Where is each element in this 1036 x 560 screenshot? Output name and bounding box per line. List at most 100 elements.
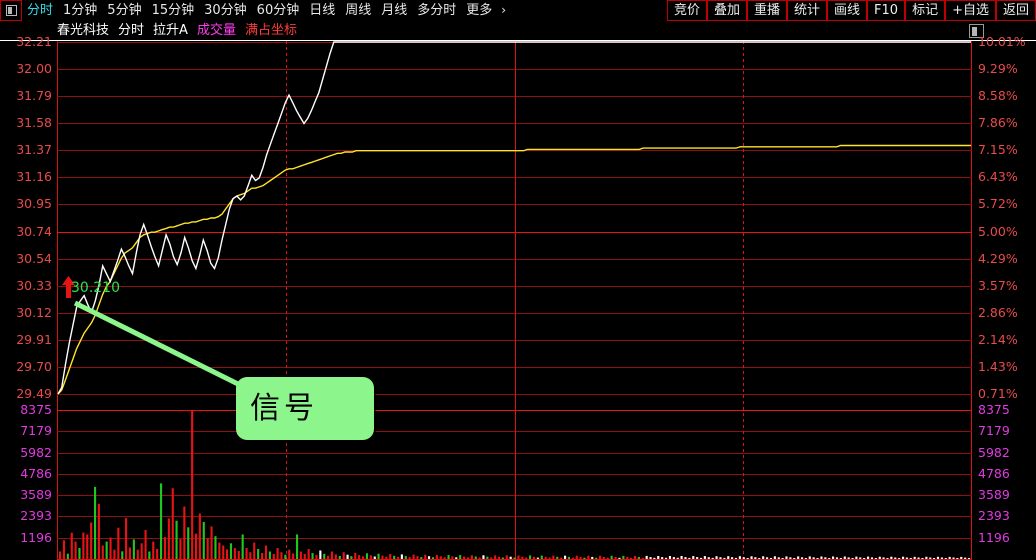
volume-bar [233, 548, 236, 559]
volume-bar [486, 556, 489, 559]
toolbar-button-8[interactable]: 返回 [995, 0, 1036, 21]
volume-bar [886, 558, 889, 559]
volume-bar [847, 557, 850, 559]
price-tick-label: 30.95 [16, 196, 52, 212]
volume-bar [498, 556, 501, 559]
volume-bar [466, 557, 470, 559]
volume-bar [913, 556, 916, 559]
volume-bar [261, 553, 264, 559]
percent-tick-label: 3.57% [978, 277, 1018, 293]
volume-bar [839, 558, 842, 559]
volume-bar [140, 543, 143, 559]
volume-bar [307, 549, 310, 559]
volume-bar [97, 503, 100, 559]
volume-bar [463, 556, 466, 559]
volume-bar [292, 553, 295, 559]
volume-bar [812, 557, 815, 559]
gridline-time [286, 41, 287, 560]
volume-bar [303, 554, 306, 559]
volume-bar [579, 556, 582, 559]
period-tab-7[interactable]: 周线 [345, 3, 372, 18]
volume-bar [665, 557, 668, 559]
volume-bar [171, 488, 174, 559]
volume-bar [944, 558, 947, 559]
period-tab-6[interactable]: 日线 [309, 3, 336, 18]
volume-bar [276, 548, 279, 559]
volume-tick-label-right: 5982 [978, 444, 1010, 460]
volume-bar [144, 530, 147, 559]
volume-bar [167, 518, 170, 559]
period-tab-9[interactable]: 多分时 [417, 3, 457, 18]
toolbar-button-7[interactable]: +自选 [945, 0, 996, 21]
volume-bar [672, 557, 675, 559]
volume-bar [241, 534, 244, 559]
period-tab-0[interactable]: 分时 [27, 3, 54, 18]
volume-bar [148, 551, 151, 559]
volume-bar [101, 545, 104, 559]
volume-bar [346, 554, 349, 559]
volume-bar [529, 555, 532, 559]
volume-bar [125, 518, 128, 559]
percent-tick-label: 4.29% [978, 250, 1018, 266]
toolbar-button-5[interactable]: F10 [867, 0, 906, 21]
current-price-marker: 30.210 [62, 276, 120, 298]
period-tab-5[interactable]: 60分钟 [256, 3, 300, 18]
window-square-icon[interactable] [0, 0, 22, 21]
volume-bar [408, 557, 411, 559]
chart-plot-area[interactable]: 30.210 信号 [57, 41, 972, 560]
volume-bar [280, 552, 283, 559]
volume-bar [121, 551, 124, 559]
chart-mode-label: 分时 [118, 23, 145, 38]
volume-bar [564, 555, 567, 559]
signal-callout-box[interactable]: 信号 [236, 377, 374, 440]
volume-bar [688, 557, 691, 559]
chart-vector-layer [57, 41, 971, 559]
volume-bar [707, 557, 710, 559]
price-tick-label: 29.91 [16, 331, 52, 347]
volume-bar [785, 556, 788, 559]
gridline-volume [57, 495, 972, 496]
volume-bar [354, 552, 357, 559]
volume-bar [781, 558, 784, 559]
toolbar-button-0[interactable]: 竞价 [666, 0, 707, 21]
period-tab-2[interactable]: 5分钟 [107, 3, 142, 18]
volume-bar [894, 557, 897, 559]
period-tab-8[interactable]: 月线 [381, 3, 408, 18]
volume-bar [758, 558, 761, 559]
price-tick-label: 29.70 [16, 358, 52, 374]
toolbar-button-1[interactable]: 叠加 [706, 0, 747, 21]
volume-bar [715, 556, 718, 559]
volume-bar [859, 557, 862, 559]
volume-bar [218, 542, 221, 559]
volume-tick-label: 8375 [20, 402, 52, 417]
price-marker-value: 30.210 [71, 280, 120, 296]
volume-bar [420, 557, 423, 559]
volume-bar [284, 554, 287, 559]
volume-bar [90, 522, 93, 559]
chevron-right-icon[interactable]: › [501, 3, 507, 17]
period-tab-4[interactable]: 30分钟 [204, 3, 247, 18]
toolbar-button-4[interactable]: 画线 [827, 0, 868, 21]
percent-tick-label: 6.43% [978, 169, 1018, 185]
volume-bar [509, 556, 512, 559]
volume-bar [338, 556, 341, 559]
period-tab-10[interactable]: 更多 [466, 3, 493, 18]
volume-bar [365, 553, 369, 559]
period-tab-1[interactable]: 1分钟 [63, 3, 98, 18]
toolbar-button-6[interactable]: 标记 [905, 0, 946, 21]
volume-tick-label: 4786 [20, 465, 52, 481]
volume-bar [936, 556, 940, 559]
toolbar-button-2[interactable]: 重播 [746, 0, 787, 21]
price-tick-label: 29.49 [16, 386, 52, 401]
toolbar-button-3[interactable]: 统计 [787, 0, 828, 21]
gridline-time [743, 41, 744, 560]
volume-bar [824, 557, 827, 559]
volume-bar [439, 556, 442, 559]
window-square-icon[interactable] [969, 24, 984, 38]
volume-bar [494, 555, 497, 559]
period-tab-3[interactable]: 15分钟 [151, 3, 195, 18]
volume-bar [179, 539, 182, 559]
volume-bar [315, 555, 318, 559]
volume-bar [626, 557, 629, 559]
